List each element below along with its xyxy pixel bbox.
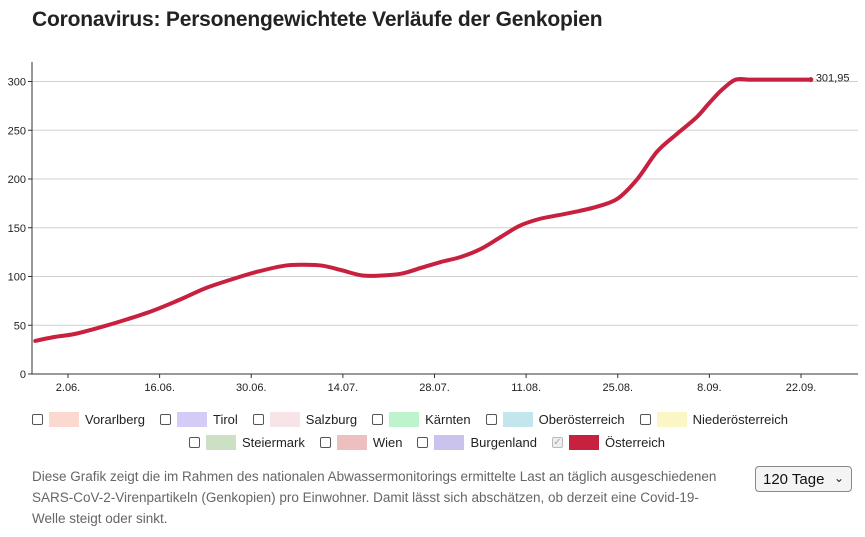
legend-label: Wien: [372, 435, 403, 450]
legend-swatch: [656, 412, 687, 427]
y-tick-label: 0: [20, 369, 26, 381]
legend-swatch: [389, 412, 420, 427]
checkbox-icon[interactable]: [319, 437, 331, 448]
range-select[interactable]: 120 Tage ⌄: [755, 466, 852, 492]
legend-item[interactable]: Steiermark: [189, 435, 305, 450]
x-tick-label: 16.06.: [144, 382, 175, 394]
legend-swatch: [269, 412, 300, 427]
legend-swatch: [176, 412, 207, 427]
y-tick-label: 300: [8, 77, 26, 89]
checkbox-checked-icon[interactable]: ✓: [551, 436, 563, 448]
line-chart: 0 50 100 150 200 250 300 2.06. 16.06. 30.06. 14.0…: [8, 62, 858, 394]
legend-item[interactable]: Salzburg: [252, 412, 358, 427]
legend-swatch: [502, 412, 533, 427]
y-tick-label: 100: [8, 272, 26, 284]
y-tick-label: 50: [14, 320, 26, 332]
checkbox-icon[interactable]: [639, 414, 651, 425]
legend-label: Kärnten: [425, 412, 471, 427]
legend-label: Niederösterreich: [692, 412, 788, 427]
legend-swatch: [49, 412, 79, 427]
legend-item[interactable]: Kärnten: [372, 412, 471, 427]
grid-lines: [32, 81, 858, 326]
legend-label: Österreich: [604, 435, 665, 450]
legend-label: Tirol: [212, 412, 238, 427]
checkbox-icon[interactable]: [189, 437, 200, 448]
legend-label: Vorarlberg: [85, 412, 145, 427]
chevron-down-icon: ⌄: [833, 471, 844, 485]
checkbox-icon[interactable]: [32, 414, 43, 425]
legend-item[interactable]: Burgenland: [417, 435, 537, 450]
x-tick-label: 25.08.: [602, 382, 633, 394]
legend-label: Salzburg: [305, 412, 358, 427]
legend-item[interactable]: ✓ Österreich: [551, 435, 665, 450]
series-layer: 301,95: [33, 73, 850, 343]
y-tick-label: 250: [8, 125, 26, 137]
legend-item[interactable]: Tirol: [159, 412, 238, 427]
range-select-value: 120 Tage: [763, 470, 825, 488]
checkbox-icon[interactable]: [252, 414, 264, 425]
x-tick-label: 28.07.: [419, 382, 450, 394]
x-tick-label: 8.09.: [697, 382, 721, 394]
legend-row-1: Vorarlberg Tirol Salzburg Kärnten Oberösterr…: [32, 412, 803, 427]
legend-swatch: [206, 435, 236, 450]
legend-item[interactable]: Niederösterreich: [639, 412, 788, 427]
checkbox-icon[interactable]: [372, 414, 384, 425]
x-tick-label: 2.06.: [56, 382, 80, 394]
legend-label: Burgenland: [470, 435, 537, 450]
y-tick-label: 150: [8, 223, 26, 235]
chart-description: Diese Grafik zeigt die im Rahmen des nat…: [32, 469, 717, 526]
x-tick-label: 30.06.: [236, 382, 267, 394]
legend-swatch: [336, 435, 367, 450]
x-tick-label: 14.07.: [328, 382, 359, 394]
checkbox-icon[interactable]: [485, 414, 497, 425]
legend-item[interactable]: Vorarlberg: [32, 412, 145, 427]
last-point: [808, 77, 814, 83]
checkbox-icon[interactable]: [417, 437, 429, 448]
y-tick-label: 200: [8, 174, 26, 186]
series-line-oesterreich: [33, 76, 813, 343]
x-axis: 2.06. 16.06. 30.06. 14.07. 28.07. 11.08. 25.08…: [32, 373, 858, 394]
legend-swatch: [434, 435, 465, 450]
checkbox-icon[interactable]: [159, 414, 171, 425]
legend-label: Steiermark: [242, 435, 305, 450]
legend-label: Oberösterreich: [538, 412, 625, 427]
x-tick-label: 22.09.: [786, 382, 817, 394]
x-tick-label: 11.08.: [511, 382, 541, 394]
last-value-label: 301,95: [816, 73, 850, 85]
chart-title: Coronavirus: Personengewichtete Verläufe…: [32, 8, 603, 31]
legend-swatch: [568, 435, 599, 450]
legend-item[interactable]: Wien: [319, 435, 403, 450]
y-axis: 0 50 100 150 200 250 300: [8, 62, 33, 381]
legend-row-2: Steiermark Wien Burgenland ✓ Österreich: [189, 435, 680, 450]
legend-item[interactable]: Oberösterreich: [485, 412, 625, 427]
